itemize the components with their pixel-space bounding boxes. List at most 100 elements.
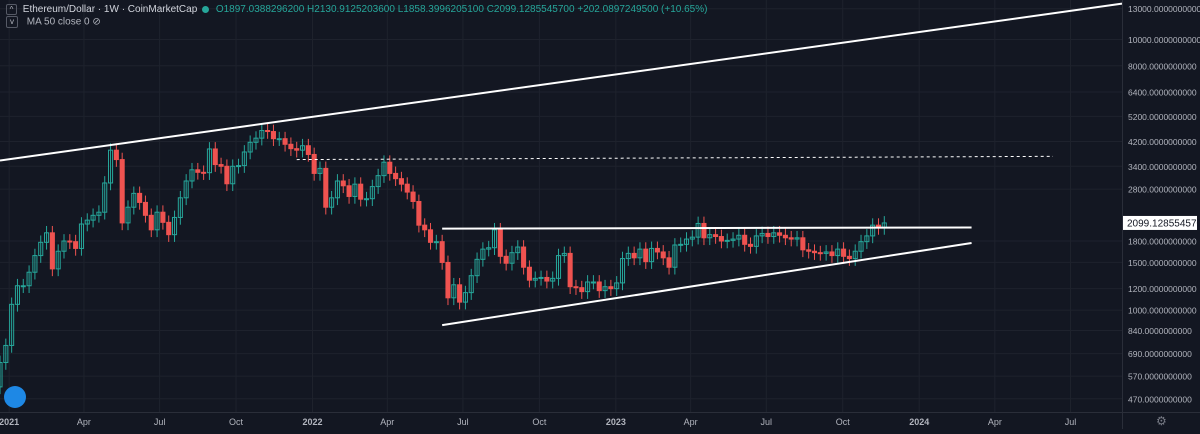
candle-body — [678, 243, 684, 246]
candle-body — [416, 200, 422, 226]
trendline-layer[interactable] — [0, 2, 1123, 327]
candle-body — [96, 211, 102, 216]
ohlc-low: L1858.3996205100 — [397, 4, 484, 15]
candle-body — [451, 284, 457, 299]
trendline-dashed-resistance[interactable] — [296, 155, 1054, 161]
y-tick-label: 840.0000000000 — [1128, 326, 1192, 336]
candle-body — [212, 148, 218, 166]
candle-body — [654, 247, 660, 253]
candle-body — [590, 281, 596, 284]
y-tick-label: 570.0000000000 — [1128, 372, 1192, 382]
candle-body — [154, 211, 160, 231]
candle-body — [189, 169, 195, 182]
candle-body — [631, 252, 637, 259]
y-tick-label: 13000.0000000000 — [1128, 4, 1200, 14]
candle-body — [363, 198, 370, 201]
hidden-eye-icon[interactable]: ⊘ — [92, 16, 101, 28]
trendline-triangle-top[interactable] — [442, 226, 972, 230]
candle-body — [329, 197, 335, 208]
candle-body — [427, 229, 434, 243]
candle-body — [84, 219, 90, 225]
candle-body — [619, 258, 626, 284]
candle-body — [195, 169, 201, 173]
candle-body — [538, 276, 544, 279]
candle-body — [398, 178, 404, 185]
last-price-box — [1123, 215, 1197, 230]
y-tick-label: 1800.0000000000 — [1128, 237, 1197, 247]
candle-body — [206, 148, 212, 174]
y-tick-label: 6400.0000000000 — [1128, 87, 1197, 97]
candle-body — [695, 222, 701, 238]
candle-body — [201, 171, 207, 174]
candle-body — [643, 248, 649, 263]
x-tick-label: Jul — [761, 417, 773, 427]
candle-body — [532, 277, 538, 281]
settings-gear-icon[interactable]: ⚙ — [1156, 414, 1167, 428]
tradingview-logo-icon[interactable] — [4, 386, 26, 408]
candle-body — [381, 161, 387, 177]
candle-body — [166, 221, 172, 236]
candle-body — [486, 247, 492, 250]
candle-body — [113, 149, 119, 161]
candle-body — [288, 143, 294, 150]
candle-body — [864, 235, 870, 243]
trendline-upper-channel[interactable] — [0, 2, 1123, 162]
y-tick-label: 3400.0000000000 — [1128, 162, 1197, 172]
candle-body — [759, 232, 765, 237]
candle-body — [829, 251, 835, 257]
candle-body — [137, 192, 143, 203]
candle-body — [462, 292, 468, 303]
candle-body — [637, 248, 643, 259]
time-axis[interactable]: 2021 Apr Jul Oct 2022 Apr Jul Oct 2023 Apr Jul Oct 2… — [0, 417, 1076, 427]
candle-body — [817, 252, 823, 255]
candle-body — [276, 138, 282, 141]
candle-body — [800, 237, 806, 251]
price-axis[interactable]: 13000.0000000000 10000.0000000000 8000.000… — [1128, 4, 1200, 404]
candle-body — [713, 234, 719, 238]
x-tick-label: Oct — [532, 417, 547, 427]
candle-body — [672, 244, 678, 268]
candle-body — [858, 241, 864, 252]
y-tick-label: 1500.0000000000 — [1128, 258, 1197, 268]
candle-body — [32, 255, 38, 273]
candle-body — [142, 201, 148, 216]
candle-body — [410, 191, 416, 202]
candle-body — [503, 255, 509, 264]
candle-body — [404, 183, 410, 193]
y-tick-label: 470.0000000000 — [1128, 394, 1192, 404]
candle-body — [305, 145, 311, 155]
candle-body — [782, 234, 788, 239]
candle-body — [160, 211, 166, 223]
candle-body — [771, 232, 777, 238]
symbol-title[interactable]: Ethereum/Dollar · 1W · CoinMarketCap — [22, 4, 198, 15]
indicator-row[interactable]: v MA 50 close 0 ⊘ — [6, 16, 101, 29]
candle-body — [14, 285, 20, 305]
candle-body — [247, 141, 253, 153]
candle-body — [480, 248, 486, 260]
trendline-triangle-bottom[interactable] — [441, 241, 972, 327]
candle-body — [544, 276, 550, 282]
candle-body — [439, 241, 445, 263]
candle-body — [788, 237, 794, 240]
candle-body — [38, 241, 44, 257]
collapse-legend-icon[interactable]: ^ — [6, 3, 17, 15]
x-tick-label: 2024 — [909, 417, 929, 427]
candle-body — [736, 234, 742, 240]
candle-body — [457, 284, 463, 303]
y-tick-label: 690.0000000000 — [1128, 349, 1192, 359]
chart-legend: ^ Ethereum/Dollar · 1W · CoinMarketCap O… — [6, 3, 707, 17]
candle-body — [689, 236, 695, 240]
candle-body — [724, 239, 730, 242]
candle-body — [3, 344, 9, 364]
candle-body — [608, 286, 614, 290]
candle-body — [183, 180, 189, 199]
candle-layer — [0, 123, 887, 395]
candle-body — [282, 138, 288, 145]
candle-body — [567, 252, 573, 288]
ohlc-change: +202.0897249500 (+10.65%) — [577, 4, 708, 15]
candle-body — [340, 180, 346, 187]
indicator-toggle-icon[interactable]: v — [6, 16, 18, 28]
candle-body — [9, 303, 15, 346]
